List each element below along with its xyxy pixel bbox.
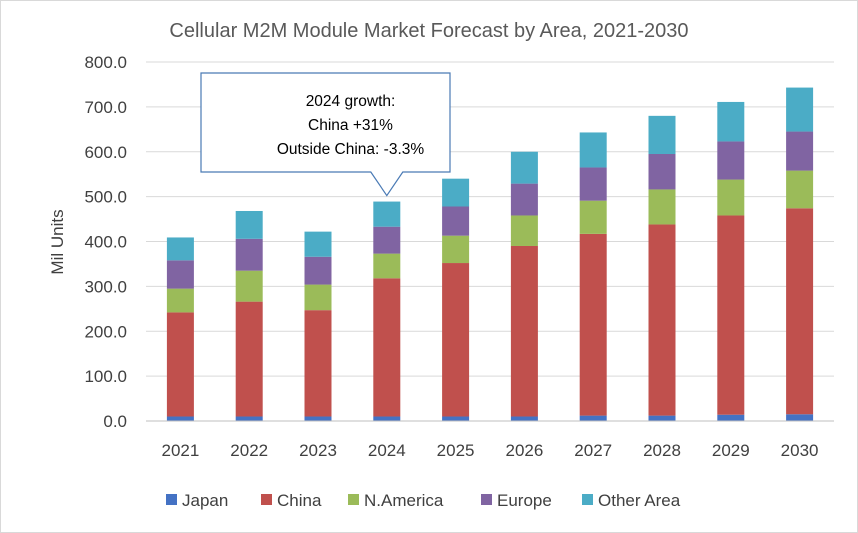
bar-segment-other-area	[442, 178, 470, 207]
chart-title: Cellular M2M Module Market Forecast by A…	[169, 20, 688, 42]
bar-segment-china	[717, 215, 745, 415]
bar-segment-japan	[579, 415, 607, 421]
bar-segment-japan	[717, 414, 745, 421]
bar-segment-japan	[304, 416, 332, 421]
y-tick-label: 700.0	[84, 98, 127, 117]
bar-segment-china	[510, 245, 538, 417]
legend-label: Europe	[497, 491, 552, 510]
bar-segment-china	[442, 263, 470, 417]
legend-label: N.America	[364, 491, 444, 510]
bar-segment-europe	[786, 131, 814, 171]
legend-swatch	[166, 494, 177, 505]
bar-segment-n-america	[786, 170, 814, 209]
callout-line: 2024 growth:	[306, 93, 396, 110]
legend-swatch	[348, 494, 359, 505]
growth-callout: 2024 growth: China +31% Outside China: -3.…	[200, 72, 451, 197]
x-tick-label: 2025	[437, 441, 475, 460]
bar-segment-other-area	[786, 87, 814, 132]
bar-segment-europe	[648, 153, 676, 190]
bar-segment-japan	[510, 416, 538, 421]
bar-segment-china	[304, 310, 332, 417]
bar-segment-europe	[304, 256, 332, 285]
bar-segment-europe	[717, 141, 745, 180]
bar-segment-n-america	[579, 200, 607, 234]
y-tick-label: 400.0	[84, 233, 127, 252]
legend-swatch	[481, 494, 492, 505]
bar-segment-japan	[235, 416, 263, 421]
x-tick-label: 2022	[230, 441, 268, 460]
bar-segment-europe	[442, 206, 470, 236]
callout-line: Outside China: -3.3%	[277, 141, 425, 158]
y-axis-title: Mil Units	[48, 209, 67, 274]
x-tick-label: 2026	[505, 441, 543, 460]
y-tick-label: 100.0	[84, 367, 127, 386]
legend-swatch	[582, 494, 593, 505]
bar-segment-other-area	[510, 151, 538, 184]
y-tick-label: 500.0	[84, 188, 127, 207]
bar-segment-other-area	[304, 231, 332, 257]
bar-segment-n-america	[510, 215, 538, 246]
bar-segment-n-america	[373, 253, 401, 279]
bar-segment-n-america	[166, 288, 194, 313]
bar-segment-europe	[235, 238, 263, 271]
bar-segment-europe	[166, 260, 194, 289]
bar-segment-n-america	[235, 270, 263, 302]
bar-segment-n-america	[717, 179, 745, 216]
bar-segment-other-area	[579, 132, 607, 168]
x-tick-label: 2021	[161, 441, 199, 460]
bar-segment-n-america	[304, 284, 332, 311]
bar-segment-japan	[442, 416, 470, 421]
y-tick-label: 300.0	[84, 277, 127, 296]
bar-segment-other-area	[717, 101, 745, 142]
legend-label: Japan	[182, 491, 228, 510]
legend-swatch	[261, 494, 272, 505]
callout-box	[200, 72, 451, 197]
legend-label: China	[277, 491, 322, 510]
y-tick-label: 200.0	[84, 322, 127, 341]
callout-line: China +31%	[308, 117, 393, 134]
bar-segment-other-area	[166, 237, 194, 261]
bar-segment-other-area	[235, 210, 263, 239]
x-tick-label: 2030	[781, 441, 819, 460]
bar-segment-other-area	[373, 201, 401, 227]
x-tick-label: 2029	[712, 441, 750, 460]
bar-segment-china	[648, 224, 676, 416]
y-tick-label: 0.0	[103, 412, 127, 431]
bar-segment-n-america	[442, 235, 470, 264]
bar-segment-other-area	[648, 115, 676, 154]
x-tick-label: 2023	[299, 441, 337, 460]
legend: Japan China N.America Europe Other Area	[166, 491, 681, 510]
bars	[166, 87, 814, 421]
bar-segment-japan	[373, 416, 401, 421]
x-tick-label: 2028	[643, 441, 681, 460]
bar-segment-europe	[510, 183, 538, 216]
bar-segment-china	[373, 278, 401, 417]
bar-segment-europe	[579, 167, 607, 201]
bar-segment-china	[235, 301, 263, 417]
axes: 0.0 100.0 200.0 300.0 400.0 500.0 600.0 700.0 80…	[84, 53, 834, 460]
x-tick-label: 2024	[368, 441, 406, 460]
bar-segment-japan	[786, 414, 814, 421]
x-tick-label: 2027	[574, 441, 612, 460]
y-tick-label: 800.0	[84, 53, 127, 72]
bar-segment-japan	[166, 416, 194, 421]
bar-segment-china	[786, 208, 814, 415]
y-tick-label: 600.0	[84, 143, 127, 162]
bar-segment-n-america	[648, 189, 676, 225]
legend-label: Other Area	[598, 491, 681, 510]
bar-segment-china	[579, 233, 607, 416]
bar-segment-japan	[648, 415, 676, 421]
bar-segment-china	[166, 312, 194, 417]
bar-segment-europe	[373, 226, 401, 254]
